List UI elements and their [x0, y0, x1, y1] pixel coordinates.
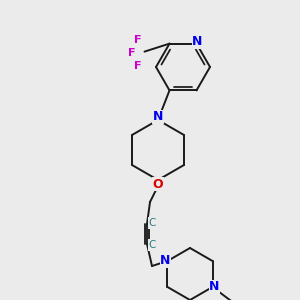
Text: C: C: [148, 218, 156, 228]
Text: N: N: [153, 110, 163, 124]
Text: N: N: [160, 254, 171, 268]
Text: N: N: [192, 35, 203, 48]
Text: O: O: [153, 178, 163, 190]
Text: F: F: [134, 34, 141, 45]
Text: F: F: [134, 61, 141, 70]
Text: F: F: [128, 48, 135, 58]
Text: N: N: [209, 280, 220, 293]
Text: C: C: [148, 240, 156, 250]
